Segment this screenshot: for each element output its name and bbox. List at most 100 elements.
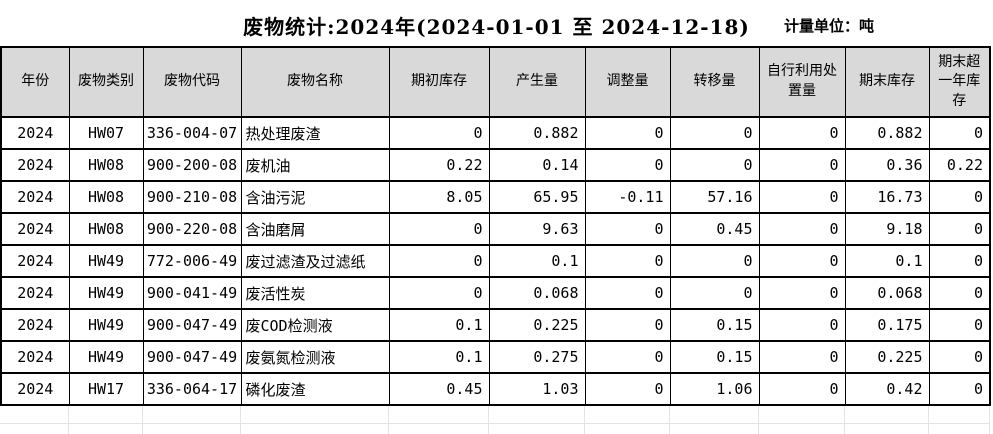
over-one-year-cell: 0.22: [929, 149, 990, 181]
empty-cell: [669, 424, 758, 434]
category-cell: HW17: [69, 373, 143, 405]
opening-stock-cell: 0: [389, 277, 489, 309]
code-cell: 900-047-49: [143, 309, 241, 341]
self-disposal-cell: 0: [759, 373, 845, 405]
self-disposal-cell: 0: [759, 117, 845, 149]
category-cell: HW49: [69, 309, 143, 341]
self-disposal-cell: 0: [759, 213, 845, 245]
transfer-cell: 0.15: [670, 309, 759, 341]
over-one-year-cell: 0: [929, 309, 990, 341]
year-cell: 2024: [1, 181, 69, 213]
empty-cell: [844, 424, 928, 434]
self-disposal-cell: 0: [759, 341, 845, 373]
empty-grid-row: [0, 424, 989, 434]
category-cell: HW07: [69, 117, 143, 149]
over-one-year-cell: 0: [929, 277, 990, 309]
year-cell: 2024: [1, 213, 69, 245]
opening-stock-cell: 0: [389, 245, 489, 277]
closing-stock-cell: 9.18: [845, 213, 929, 245]
category-cell: HW49: [69, 277, 143, 309]
over-one-year-cell: 0: [929, 117, 990, 149]
closing-stock-cell: 0.225: [845, 341, 929, 373]
code-cell: 900-220-08: [143, 213, 241, 245]
empty-cell: [240, 424, 388, 434]
generated-cell: 0.14: [489, 149, 585, 181]
col-header-generated: 产生量: [489, 47, 585, 117]
opening-stock-cell: 0: [389, 213, 489, 245]
transfer-cell: 57.16: [670, 181, 759, 213]
empty-cell: [0, 424, 68, 434]
table-row: 2024 HW08 900-220-08 含油磨屑 0 9.63 0 0.45 …: [1, 213, 990, 245]
table-row: 2024 HW49 772-006-49 废过滤渣及过滤纸 0 0.1 0 0 …: [1, 245, 990, 277]
empty-cell: [844, 406, 928, 424]
generated-cell: 0.1: [489, 245, 585, 277]
code-cell: 336-004-07: [143, 117, 241, 149]
name-cell: 磷化废渣: [241, 373, 389, 405]
name-cell: 废活性炭: [241, 277, 389, 309]
empty-cell: [488, 424, 584, 434]
table-row: 2024 HW49 900-047-49 废COD检测液 0.1 0.225 0…: [1, 309, 990, 341]
empty-cell: [758, 406, 844, 424]
waste-statistics-table: 年份 废物类别 废物代码 废物名称 期初库存 产生量 调整量 转移量 自行利用处…: [0, 46, 991, 406]
year-cell: 2024: [1, 277, 69, 309]
empty-cell: [488, 406, 584, 424]
code-cell: 772-006-49: [143, 245, 241, 277]
over-one-year-cell: 0: [929, 373, 990, 405]
transfer-cell: 1.06: [670, 373, 759, 405]
opening-stock-cell: 0.45: [389, 373, 489, 405]
over-one-year-cell: 0: [929, 341, 990, 373]
name-cell: 废氨氮检测液: [241, 341, 389, 373]
col-header-adjustment: 调整量: [585, 47, 670, 117]
unit-label: 计量单位：吨: [784, 15, 874, 36]
generated-cell: 0.225: [489, 309, 585, 341]
name-cell: 含油污泥: [241, 181, 389, 213]
adjustment-cell: -0.11: [585, 181, 670, 213]
generated-cell: 0.068: [489, 277, 585, 309]
col-header-opening-stock: 期初库存: [389, 47, 489, 117]
closing-stock-cell: 0.36: [845, 149, 929, 181]
empty-cell: [142, 424, 240, 434]
code-cell: 900-041-49: [143, 277, 241, 309]
opening-stock-cell: 8.05: [389, 181, 489, 213]
adjustment-cell: 0: [585, 117, 670, 149]
col-header-over-one-year: 期末超一年库存: [929, 47, 990, 117]
opening-stock-cell: 0.22: [389, 149, 489, 181]
name-cell: 废COD检测液: [241, 309, 389, 341]
header-row: 年份 废物类别 废物代码 废物名称 期初库存 产生量 调整量 转移量 自行利用处…: [1, 47, 990, 117]
category-cell: HW08: [69, 181, 143, 213]
col-header-category: 废物类别: [69, 47, 143, 117]
transfer-cell: 0: [670, 149, 759, 181]
empty-cell: [928, 424, 989, 434]
table-row: 2024 HW49 900-041-49 废活性炭 0 0.068 0 0 0 …: [1, 277, 990, 309]
self-disposal-cell: 0: [759, 277, 845, 309]
empty-cell: [0, 406, 68, 424]
empty-cell: [584, 406, 669, 424]
generated-cell: 65.95: [489, 181, 585, 213]
col-header-closing-stock: 期末库存: [845, 47, 929, 117]
transfer-cell: 0: [670, 117, 759, 149]
empty-cell: [240, 406, 388, 424]
closing-stock-cell: 0.068: [845, 277, 929, 309]
code-cell: 900-210-08: [143, 181, 241, 213]
code-cell: 336-064-17: [143, 373, 241, 405]
adjustment-cell: 0: [585, 213, 670, 245]
category-cell: HW08: [69, 213, 143, 245]
code-cell: 900-047-49: [143, 341, 241, 373]
empty-cell: [584, 424, 669, 434]
empty-cell: [669, 406, 758, 424]
col-header-self-disposal: 自行利用处置量: [759, 47, 845, 117]
year-cell: 2024: [1, 373, 69, 405]
self-disposal-cell: 0: [759, 181, 845, 213]
col-header-year: 年份: [1, 47, 69, 117]
empty-cell: [68, 406, 142, 424]
name-cell: 废机油: [241, 149, 389, 181]
category-cell: HW49: [69, 245, 143, 277]
self-disposal-cell: 0: [759, 309, 845, 341]
table-row: 2024 HW07 336-004-07 热处理废渣 0 0.882 0 0 0…: [1, 117, 990, 149]
closing-stock-cell: 0.1: [845, 245, 929, 277]
adjustment-cell: 0: [585, 373, 670, 405]
adjustment-cell: 0: [585, 277, 670, 309]
empty-cell: [68, 424, 142, 434]
generated-cell: 0.275: [489, 341, 585, 373]
category-cell: HW49: [69, 341, 143, 373]
